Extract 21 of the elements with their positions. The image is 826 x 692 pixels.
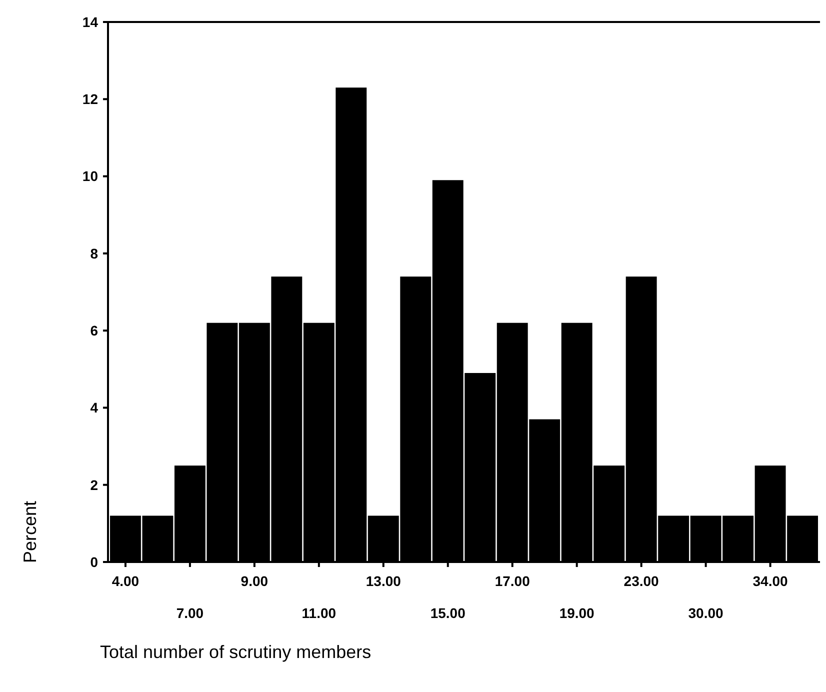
x-tick-label: 13.00: [366, 573, 402, 589]
x-tick-label: 17.00: [494, 573, 530, 589]
x-tick-label: 4.00: [112, 573, 140, 589]
x-axis-title: Total number of scrutiny members: [100, 642, 372, 662]
x-tick-label: 23.00: [624, 573, 660, 589]
y-axis-title: Percent: [20, 500, 40, 564]
x-tick-label: 15.00: [430, 605, 466, 621]
x-tick-label: 9.00: [240, 573, 268, 589]
y-tick-label: 12: [82, 91, 98, 108]
y-tick-label: 10: [82, 168, 98, 184]
y-tick-label: 6: [90, 322, 98, 338]
x-tick-label: 30.00: [688, 605, 724, 621]
y-tick-label: 14: [82, 14, 98, 30]
x-tick-label: 34.00: [752, 573, 788, 589]
y-tick-label: 0: [90, 554, 98, 570]
x-tick-label: 19.00: [559, 605, 595, 621]
y-tick-label: 2: [90, 476, 98, 493]
y-tick-label: 4: [90, 400, 98, 416]
x-tick-label: 7.00: [176, 605, 204, 621]
x-tick-label: 11.00: [302, 605, 336, 621]
y-tick-label: 8: [90, 245, 98, 262]
